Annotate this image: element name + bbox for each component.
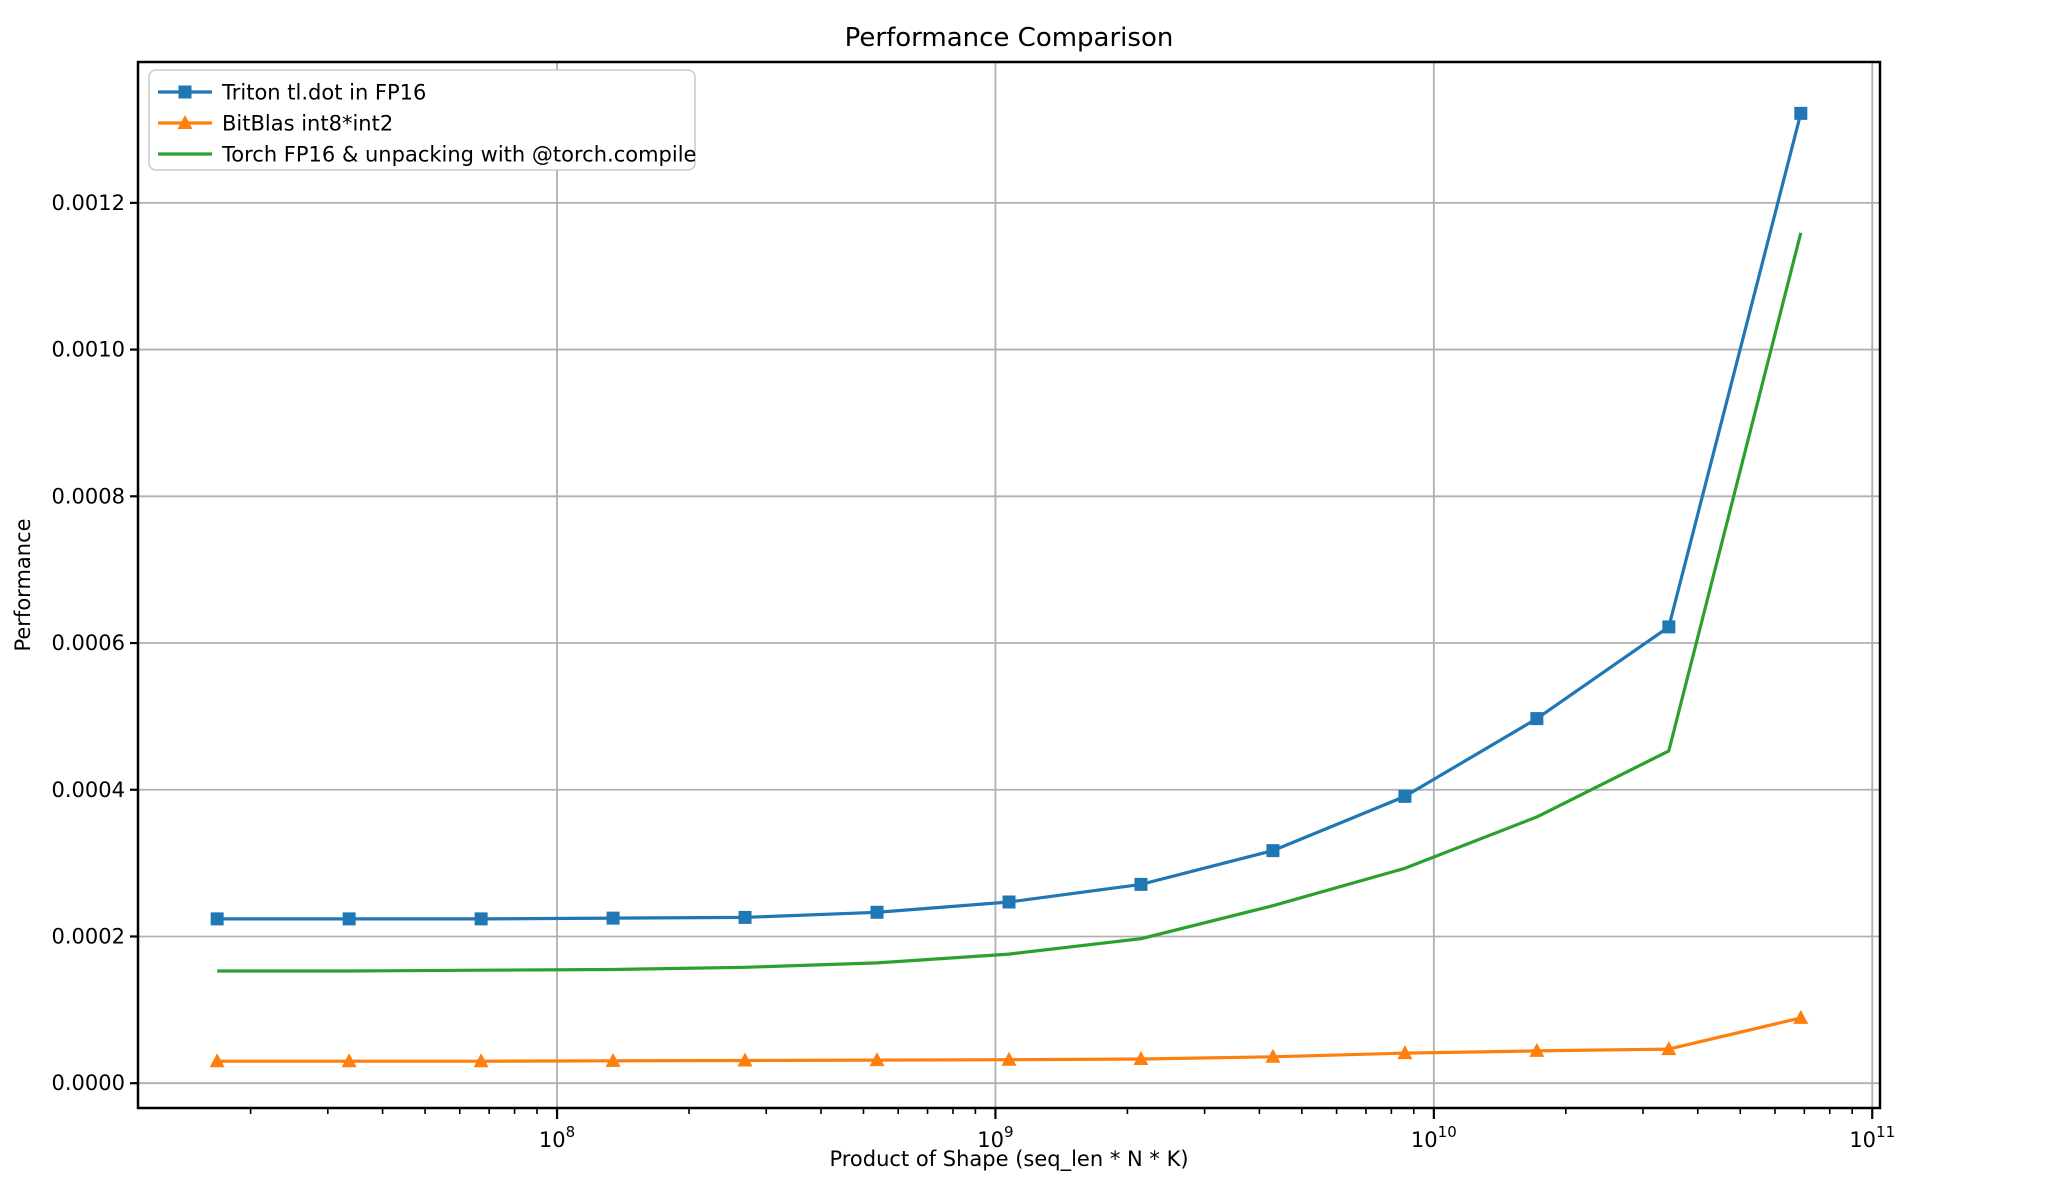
series-2 [209,1009,1809,1068]
y-tick-label: 0.0002 [52,924,125,948]
square-marker [474,912,488,926]
x-tick-exponent: 9 [1004,1123,1014,1141]
y-tick-label: 0.0012 [52,191,125,215]
y-tick-label: 0.0004 [52,778,125,802]
series-3 [217,232,1803,973]
triangle-marker [1793,1009,1809,1024]
x-tick-exponent: 10 [1438,1123,1457,1141]
legend-label: Torch FP16 & unpacking with @torch.compi… [221,143,696,167]
square-marker [606,911,620,925]
series-line [217,232,1803,973]
square-marker [210,912,224,926]
series-1 [210,106,1808,926]
y-tick-label: 0.0010 [52,338,125,362]
x-tick-exponent: 11 [1876,1123,1895,1141]
square-marker [738,910,752,924]
triangle-marker [737,1052,753,1067]
triangle-marker [1001,1051,1017,1066]
triangle-marker [1397,1045,1413,1060]
square-marker [1530,712,1544,726]
legend-triangle-marker [177,115,193,129]
square-marker [870,905,884,919]
x-tick-label: 1011 [1849,1123,1895,1152]
triangle-marker [1133,1050,1149,1065]
square-marker [1266,844,1280,858]
legend-square-marker [178,85,192,99]
square-marker [1134,877,1148,891]
grid-layer [138,62,1880,1108]
triangle-marker [869,1052,885,1067]
legend-label: Triton tl.dot in FP16 [221,81,426,105]
legend: Triton tl.dot in FP16 BitBlas int8*int2 To… [148,69,696,171]
square-marker [342,912,356,926]
x-axis-label: Product of Shape (seq_len * N * K) [829,1147,1188,1172]
legend-label: BitBlas int8*int2 [222,112,393,136]
square-marker [1398,789,1412,803]
triangle-marker [341,1053,357,1068]
triangle-marker [1661,1041,1677,1056]
series-layer [209,106,1809,1068]
y-tick-label: 0.0000 [52,1071,125,1095]
square-marker [1662,620,1676,634]
legend-box [148,69,696,171]
axes-spines [136,60,1882,1110]
y-tick-label: 0.0008 [52,484,125,508]
triangle-marker [1265,1048,1281,1063]
plot-area [138,62,1880,1108]
triangle-marker [1529,1042,1545,1057]
x-tick-exponent: 8 [566,1123,576,1141]
y-tick-label: 0.0006 [52,631,125,655]
triangle-marker [473,1053,489,1068]
square-marker [1002,895,1016,909]
square-marker [1794,106,1808,120]
triangle-marker [605,1052,621,1067]
y-axis-label: Performance [11,518,35,651]
chart-title: Performance Comparison [845,23,1174,53]
tick-layer [130,201,1874,1119]
triangle-marker [209,1053,225,1068]
